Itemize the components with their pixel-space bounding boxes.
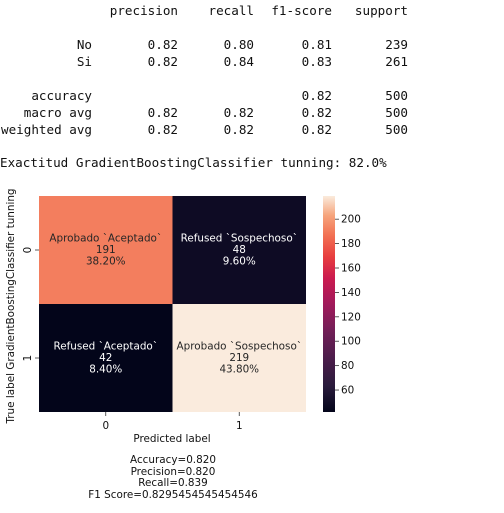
heatmap-cell xyxy=(172,304,306,412)
cell-count: 219 xyxy=(229,352,249,364)
report-header-row: precision recall f1-score support xyxy=(0,2,408,19)
accuracy-summary-line: Exactitud GradientBoostingClassifier tun… xyxy=(0,155,387,170)
y-axis-label: True label GradientBoostingClassifier tu… xyxy=(5,188,17,424)
row-label: macro avg xyxy=(23,105,92,120)
cell-class-name: Aprobado `Sospechoso` xyxy=(177,341,303,353)
row-precision: 0.82 xyxy=(147,122,178,137)
colorbar-tick-label: 140 xyxy=(341,287,361,299)
cell-count: 42 xyxy=(99,352,112,364)
row-f1: 0.82 xyxy=(301,105,332,120)
colorbar-tick-label: 120 xyxy=(341,311,361,323)
report-row-no: No 0.82 0.80 0.81 239 xyxy=(0,36,408,53)
row-precision: 0.82 xyxy=(147,105,178,120)
cell-percent: 9.60% xyxy=(223,256,256,268)
row-support: 239 xyxy=(385,37,408,52)
row-label: weighted avg xyxy=(1,122,92,137)
colorbar-tick-label: 200 xyxy=(341,214,361,226)
stat-recall: Recall=0.839 xyxy=(138,477,208,490)
row-precision: 0.82 xyxy=(147,37,178,52)
x-tick-label: 1 xyxy=(236,420,243,432)
heatmap-cells xyxy=(39,196,306,412)
stat-accuracy: Accuracy=0.820 xyxy=(130,454,216,466)
stat-precision: Precision=0.820 xyxy=(130,465,216,478)
x-axis-label: Predicted label xyxy=(133,433,210,445)
cell-class-name: Aprobado `Aceptado` xyxy=(49,233,162,245)
heatmap-cell xyxy=(39,196,173,304)
metrics-summary: Accuracy=0.820 Precision=0.820 Recall=0.… xyxy=(60,454,286,502)
report-row-si: Si 0.82 0.84 0.83 261 xyxy=(0,53,408,70)
cell-percent: 8.40% xyxy=(89,364,122,376)
colorbar-tick-label: 100 xyxy=(341,336,361,348)
y-tick-label: 1 xyxy=(22,355,34,362)
row-support: 500 xyxy=(385,122,408,137)
row-label: accuracy xyxy=(31,88,92,103)
row-precision: 0.82 xyxy=(147,54,178,69)
row-label: Si xyxy=(76,54,92,69)
heatmap-axes: 0 1 0 1 xyxy=(22,247,243,432)
colorbar-tick-label: 180 xyxy=(341,238,361,250)
header-f1-score: f1-score xyxy=(271,3,332,18)
report-row-accuracy: accuracy 0.82 500 xyxy=(0,87,408,104)
cell-percent: 38.20% xyxy=(86,256,126,268)
colorbar-tick-label: 160 xyxy=(341,263,361,275)
cell-class-name: Refused `Sospechoso` xyxy=(181,233,298,245)
header-support: support xyxy=(354,3,408,18)
row-recall: 0.80 xyxy=(223,37,254,52)
colorbar-ticks: 60 80 100 120 140 160 180 200 xyxy=(335,214,361,397)
x-tick-label: 0 xyxy=(102,420,109,432)
colorbar xyxy=(323,196,335,412)
row-f1: 0.83 xyxy=(301,54,332,69)
cell-count: 191 xyxy=(96,244,116,256)
row-f1: 0.82 xyxy=(301,122,332,137)
colorbar-tick-label: 80 xyxy=(341,360,354,372)
report-row-macro-avg: macro avg 0.82 0.82 0.82 500 xyxy=(0,104,408,121)
cell-class-name: Refused `Aceptado` xyxy=(53,341,158,353)
heatmap-cell xyxy=(39,304,173,412)
row-recall: 0.82 xyxy=(223,122,254,137)
row-support: 261 xyxy=(385,54,408,69)
cell-count: 48 xyxy=(233,244,246,256)
report-row-weighted-avg: weighted avg 0.82 0.82 0.82 500 xyxy=(0,121,408,138)
row-f1: 0.82 xyxy=(301,88,332,103)
row-support: 500 xyxy=(385,105,408,120)
colorbar-tick-label: 60 xyxy=(341,385,354,397)
row-recall: 0.82 xyxy=(223,105,254,120)
row-f1: 0.81 xyxy=(301,37,332,52)
header-recall: recall xyxy=(208,3,255,18)
heatmap-cell xyxy=(172,196,306,304)
cell-percent: 43.80% xyxy=(219,364,259,376)
header-precision: precision xyxy=(109,3,178,18)
stat-f1-score: F1 Score=0.8295454545454546 xyxy=(88,489,258,502)
y-tick-label: 0 xyxy=(22,247,34,254)
row-label: No xyxy=(76,37,92,52)
row-recall: 0.84 xyxy=(223,54,254,69)
row-support: 500 xyxy=(385,88,408,103)
